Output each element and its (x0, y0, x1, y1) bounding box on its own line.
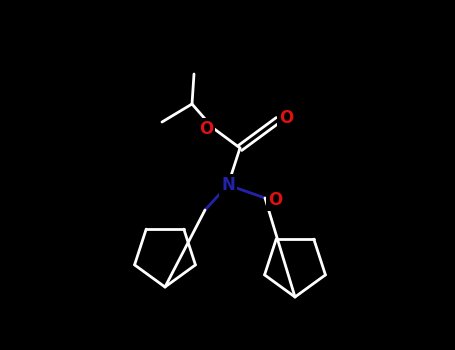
Text: O: O (268, 191, 282, 209)
Text: O: O (279, 109, 293, 127)
Text: O: O (199, 120, 213, 138)
Text: N: N (221, 176, 235, 194)
